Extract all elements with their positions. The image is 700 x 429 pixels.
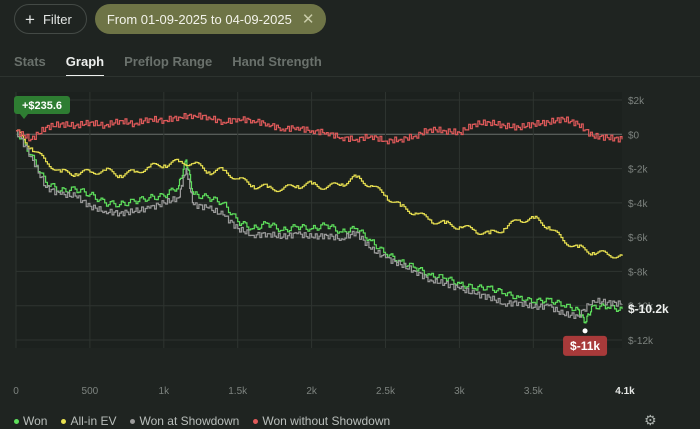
min-badge bbox=[563, 335, 608, 356]
plus-icon: + bbox=[25, 9, 35, 29]
y-tick-label: $2k bbox=[628, 96, 645, 107]
tab-bar: Stats Graph Preflop Range Hand Strength bbox=[14, 54, 322, 77]
filter-button[interactable]: + Filter bbox=[14, 4, 87, 34]
tab-divider bbox=[0, 76, 700, 77]
legend-item-no-showdown[interactable]: Won without Showdown bbox=[253, 414, 390, 428]
max-badge bbox=[14, 96, 70, 114]
min-label: $-11k bbox=[570, 339, 600, 353]
date-range-chip[interactable]: From 01-09-2025 to 04-09-2025 ✕ bbox=[94, 4, 327, 34]
date-range-label: From 01-09-2025 to 04-09-2025 bbox=[106, 11, 292, 27]
y-tick-label: $-6k bbox=[628, 233, 648, 244]
y-tick-label: $-4k bbox=[628, 199, 648, 210]
x-tick-label: 2k bbox=[306, 386, 318, 397]
max-badge-pointer bbox=[20, 114, 28, 119]
tab-stats[interactable]: Stats bbox=[14, 54, 46, 69]
tab-hand-strength[interactable]: Hand Strength bbox=[232, 54, 322, 69]
close-icon[interactable]: ✕ bbox=[301, 11, 315, 28]
min-marker bbox=[582, 328, 588, 334]
x-tick-label: 0 bbox=[13, 386, 19, 397]
series-line-won-at-showdown bbox=[16, 130, 623, 319]
series-line-all-in-ev bbox=[16, 129, 623, 259]
legend: Won All-in EV Won at Showdown Won withou… bbox=[14, 414, 390, 428]
gear-icon[interactable]: ⚙ bbox=[644, 412, 657, 428]
y-tick-label: $-2k bbox=[628, 165, 648, 176]
series-line-won-without-showdown bbox=[16, 112, 623, 145]
max-label: +$235.6 bbox=[22, 100, 62, 112]
x-tick-label: 500 bbox=[82, 386, 99, 397]
x-tick-label: 3.5k bbox=[524, 386, 544, 397]
y-tick-label: $-8k bbox=[628, 267, 648, 278]
legend-item-allin-ev[interactable]: All-in EV bbox=[61, 414, 116, 428]
y-tick-label: $-10k bbox=[628, 302, 654, 313]
series-line-won bbox=[16, 130, 623, 324]
x-tick-label: 1k bbox=[159, 386, 171, 397]
tab-preflop-range[interactable]: Preflop Range bbox=[124, 54, 213, 69]
y-tick-label: $-12k bbox=[628, 336, 654, 347]
x-tick-label: 1.5k bbox=[228, 386, 248, 397]
x-tick-label: 2.5k bbox=[376, 386, 396, 397]
legend-item-showdown[interactable]: Won at Showdown bbox=[130, 414, 239, 428]
x-tick-label: 3k bbox=[454, 386, 466, 397]
legend-item-won[interactable]: Won bbox=[14, 414, 47, 428]
filter-label: Filter bbox=[42, 11, 72, 27]
x-tick-label: 4.1k bbox=[615, 386, 635, 397]
y-tick-label: $0 bbox=[628, 130, 640, 141]
end-value-label: $-10.2k bbox=[628, 302, 669, 316]
